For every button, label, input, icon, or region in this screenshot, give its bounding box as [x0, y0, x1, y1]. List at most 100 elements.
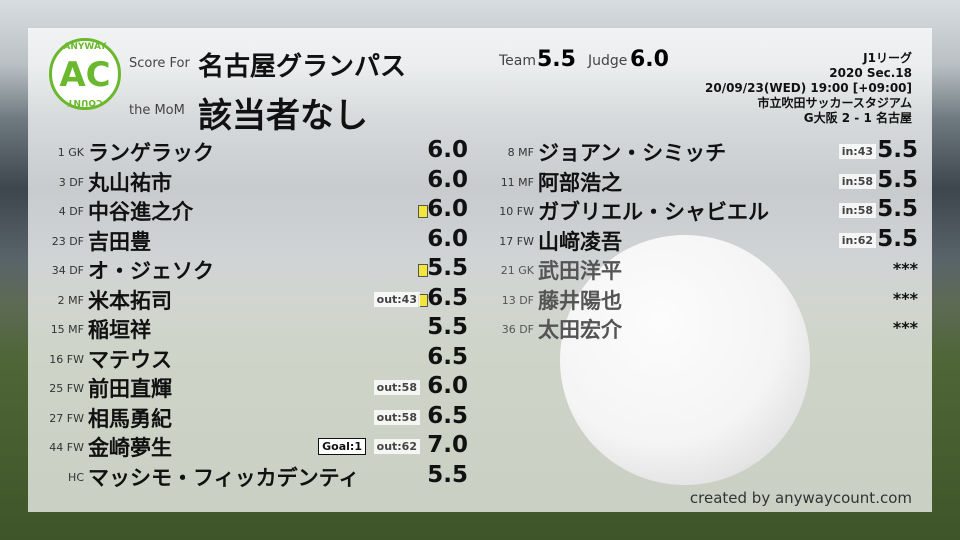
- number-position: 15 MF: [50, 323, 84, 336]
- logo-top-text: ANYWAY: [63, 42, 107, 52]
- substitution-badge: out:58: [373, 409, 420, 425]
- player-name: 阿部浩之: [538, 170, 622, 195]
- number-position: 44 FW: [49, 441, 84, 454]
- player-row: 27 FW 相馬勇紀 6.5 out:58: [28, 403, 468, 432]
- logo-mark: AC: [59, 55, 111, 95]
- player-score: 5.5: [427, 314, 468, 340]
- number-position: 3 DF: [58, 175, 84, 189]
- player-row: 34 DF オ・ジェソク 5.5: [28, 255, 468, 284]
- venue: 市立吹田サッカースタジアム: [757, 96, 912, 110]
- player-row: 23 DF 吉田豊 6.0: [28, 226, 468, 255]
- player-row: 2 MF 米本拓司 6.5 out:43: [28, 285, 468, 314]
- league: J1リーグ: [863, 51, 912, 65]
- player-score: 5.5: [427, 461, 468, 488]
- number-position: 1 GK: [57, 146, 84, 159]
- player-row: 3 DF 丸山祐市 6.0: [28, 167, 468, 196]
- match-info: J1リーグ 2020 Sec.18 20/09/23(WED) 19:00 [+…: [705, 51, 912, 126]
- player-score: 5.5: [877, 166, 918, 193]
- anywaycount-logo: ANYWAY AC COUNT: [49, 38, 121, 110]
- score-for-label: Score For: [129, 56, 190, 71]
- mom-label: the MoM: [129, 103, 185, 118]
- player-score: 5.5: [877, 225, 918, 252]
- player-name: ジョアン・シミッチ: [538, 141, 727, 165]
- player-score: 5.5: [877, 137, 918, 163]
- player-row: 44 FW 金崎夢生 7.0 out:62 Goal:1: [28, 432, 468, 461]
- yellow-card-icon: [418, 205, 428, 218]
- player-score: 5.5: [427, 255, 468, 281]
- player-name: 武田洋平: [538, 259, 622, 283]
- player-row: 13 DF 藤井陽也 ***: [478, 285, 918, 314]
- player-name: 山﨑凌吾: [538, 229, 622, 254]
- rating-panel: [28, 28, 932, 512]
- substitution-badge: out:43: [373, 291, 420, 307]
- player-row: 15 MF 稲垣祥 5.5: [28, 314, 468, 343]
- credit: created by anywaycount.com: [689, 489, 912, 507]
- substitution-badge: in:43: [838, 144, 876, 159]
- mom-name: 該当者なし: [198, 96, 368, 136]
- player-score: 6.0: [427, 373, 468, 399]
- player-row: 21 GK 武田洋平 ***: [478, 255, 918, 284]
- number-position: 17 FW: [499, 234, 534, 248]
- number-position: 16 FW: [49, 352, 84, 366]
- logo-bottom-text: COUNT: [67, 97, 103, 107]
- number-position: 8 MF: [507, 146, 534, 159]
- team-score-label: Team: [499, 53, 537, 69]
- player-name: ガブリエル・シャビエル: [538, 200, 769, 224]
- player-score: 6.5: [427, 343, 468, 370]
- number-position: 10 FW: [499, 205, 534, 218]
- player-score: 6.0: [427, 137, 468, 163]
- substitution-badge: in:62: [838, 232, 876, 248]
- player-score: ***: [892, 318, 918, 337]
- player-name: 丸山祐市: [88, 170, 172, 195]
- player-score: 6.5: [427, 402, 468, 429]
- number-position: 21 GK: [500, 264, 534, 277]
- player-name: 相馬勇紀: [88, 406, 172, 431]
- player-score: 7.0: [427, 432, 468, 458]
- substitution-badge: out:62: [373, 439, 420, 454]
- player-row: 1 GK ランゲラック 6.0: [28, 137, 468, 166]
- player-name: 米本拓司: [88, 288, 172, 313]
- player-name: 前田直輝: [88, 377, 172, 401]
- player-score: ***: [892, 259, 918, 278]
- datetime: 20/09/23(WED) 19:00 [+09:00]: [705, 81, 912, 95]
- player-name: 太田宏介: [538, 318, 622, 342]
- player-row: 36 DF 太田宏介 ***: [478, 314, 918, 343]
- team-score: 5.5: [537, 47, 576, 72]
- number-position: 11 MF: [500, 175, 534, 189]
- player-name: オ・ジェソク: [88, 259, 214, 283]
- player-name: 中谷進之介: [88, 200, 193, 224]
- player-name: ランゲラック: [88, 141, 214, 165]
- yellow-card-icon: [418, 264, 428, 277]
- player-row: 17 FW 山﨑凌吾 5.5 in:62: [478, 226, 918, 255]
- substitution-badge: in:58: [838, 173, 876, 189]
- number-position: 4 DF: [58, 205, 84, 218]
- player-name: マッシモ・フィッカデンティ: [88, 465, 360, 490]
- substitution-badge: in:58: [838, 203, 876, 218]
- number-position: 36 DF: [501, 323, 534, 336]
- number-position: 34 DF: [51, 264, 84, 277]
- judge-score: 6.0: [630, 47, 669, 72]
- number-position: 13 DF: [501, 293, 534, 307]
- judge-score-label: Judge: [588, 53, 628, 69]
- number-position: 25 FW: [49, 382, 84, 395]
- player-name: 藤井陽也: [538, 288, 622, 313]
- number-position: HC: [68, 470, 84, 484]
- result: G大阪 2 - 1 名古屋: [803, 111, 912, 125]
- player-score: 6.5: [427, 284, 468, 311]
- team-name: 名古屋グランパス: [198, 52, 407, 82]
- player-name: 吉田豊: [88, 229, 151, 254]
- player-name: マテウス: [88, 347, 172, 372]
- number-position: 2 MF: [57, 293, 84, 307]
- number-position: 27 FW: [49, 411, 84, 425]
- substitution-badge: out:58: [373, 380, 420, 395]
- player-row: 8 MF ジョアン・シミッチ 5.5 in:43: [478, 137, 918, 166]
- player-row: 4 DF 中谷進之介 6.0: [28, 196, 468, 225]
- goal-badge: Goal:1: [318, 438, 366, 455]
- player-row: HC マッシモ・フィッカデンティ 5.5: [28, 462, 468, 491]
- player-row: 25 FW 前田直輝 6.0 out:58: [28, 373, 468, 402]
- player-row: 10 FW ガブリエル・シャビエル 5.5 in:58: [478, 196, 918, 225]
- number-position: 23 DF: [51, 234, 84, 248]
- player-row: 11 MF 阿部浩之 5.5 in:58: [478, 167, 918, 196]
- player-name: 稲垣祥: [88, 318, 151, 342]
- section: 2020 Sec.18: [829, 66, 912, 80]
